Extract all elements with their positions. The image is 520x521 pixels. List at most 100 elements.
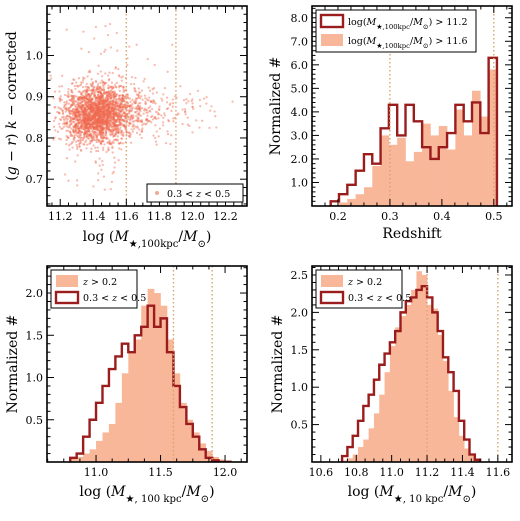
scatter-point xyxy=(140,136,143,140)
scatter-point xyxy=(67,144,71,147)
scatter-point xyxy=(88,108,91,111)
scatter-point xyxy=(115,120,119,123)
scatter-point xyxy=(92,110,95,113)
scatter-point xyxy=(89,97,92,101)
scatter-point xyxy=(99,142,103,145)
scatter-point xyxy=(97,129,100,132)
scatter-point xyxy=(85,100,88,104)
scatter-point xyxy=(85,98,88,101)
scatter-point xyxy=(127,104,130,108)
y-tick-label: 1.5 xyxy=(26,329,44,342)
scatter-point xyxy=(153,101,156,104)
scatter-point xyxy=(96,107,99,110)
scatter-point xyxy=(84,103,87,107)
scatter-point xyxy=(97,107,100,110)
scatter-point xyxy=(111,90,114,94)
scatter-point xyxy=(101,112,104,115)
scatter-point xyxy=(84,115,87,119)
scatter-point xyxy=(86,95,89,98)
scatter-point xyxy=(96,122,99,125)
scatter-point xyxy=(94,111,97,114)
scatter-point xyxy=(118,123,122,126)
scatter-point xyxy=(72,125,75,128)
scatter-point xyxy=(106,137,110,140)
scatter-point xyxy=(82,127,85,131)
scatter-point xyxy=(145,118,148,121)
scatter-point xyxy=(102,137,105,140)
scatter-point xyxy=(99,109,103,113)
scatter-point xyxy=(125,131,128,134)
scatter-point xyxy=(72,107,75,111)
scatter-point xyxy=(105,103,108,107)
scatter-point xyxy=(95,97,99,100)
scatter-point xyxy=(127,109,131,112)
scatter-point xyxy=(124,103,127,106)
scatter-point xyxy=(100,92,103,95)
scatter-point xyxy=(169,142,172,146)
scatter-point xyxy=(121,94,125,97)
scatter-point xyxy=(185,102,188,105)
scatter-point xyxy=(93,121,97,124)
scatter-point xyxy=(145,118,148,121)
scatter-point xyxy=(98,109,101,112)
y-tick-label: 7.0 xyxy=(291,35,309,48)
scatter-point xyxy=(87,103,91,106)
scatter-point xyxy=(119,109,122,112)
scatter-point xyxy=(96,118,100,121)
scatter-point xyxy=(76,85,80,88)
scatter-point xyxy=(96,111,99,115)
scatter-point xyxy=(99,119,102,123)
scatter-point xyxy=(75,115,78,118)
scatter-point xyxy=(76,110,79,114)
scatter-point xyxy=(76,107,79,110)
scatter-point xyxy=(85,82,88,86)
scatter-point xyxy=(121,142,125,145)
scatter-point xyxy=(79,104,82,108)
scatter-point xyxy=(88,113,92,116)
scatter-point xyxy=(115,99,118,102)
scatter-point xyxy=(108,100,111,103)
scatter-point xyxy=(116,123,120,127)
scatter-point xyxy=(74,130,77,134)
scatter-point xyxy=(116,138,119,141)
scatter-point xyxy=(80,96,84,99)
scatter-point xyxy=(108,91,111,94)
scatter-point xyxy=(89,119,92,122)
scatter-point xyxy=(121,99,124,102)
scatter-point xyxy=(77,126,80,130)
scatter-point xyxy=(120,119,124,122)
scatter-point xyxy=(109,98,112,101)
scatter-point xyxy=(87,114,91,118)
scatter-point xyxy=(107,116,110,119)
scatter-point xyxy=(80,47,83,50)
scatter-point xyxy=(137,112,140,116)
scatter-point xyxy=(143,77,146,81)
scatter-point xyxy=(102,111,106,114)
scatter-point xyxy=(85,102,88,105)
scatter-point xyxy=(90,110,93,114)
scatter-point xyxy=(84,123,88,127)
scatter-point xyxy=(108,128,112,131)
scatter-point xyxy=(101,99,105,102)
scatter-point xyxy=(91,116,94,119)
scatter-point xyxy=(103,136,106,139)
scatter-point xyxy=(107,122,111,125)
scatter-point xyxy=(108,110,111,113)
scatter-point xyxy=(76,109,80,112)
scatter-point xyxy=(80,125,83,128)
scatter-point xyxy=(103,113,106,117)
scatter-point xyxy=(186,116,189,119)
scatter-point xyxy=(118,99,121,102)
scatter-point xyxy=(111,145,114,148)
scatter-point xyxy=(121,95,124,98)
scatter-point xyxy=(97,120,100,124)
scatter-point xyxy=(91,128,95,131)
scatter-point xyxy=(77,122,81,125)
scatter-point xyxy=(118,118,121,121)
scatter-point xyxy=(201,119,204,122)
scatter-point xyxy=(86,89,89,93)
scatter-point xyxy=(97,118,100,121)
scatter-point xyxy=(98,115,101,118)
scatter-point xyxy=(97,102,101,105)
scatter-point xyxy=(102,112,105,115)
